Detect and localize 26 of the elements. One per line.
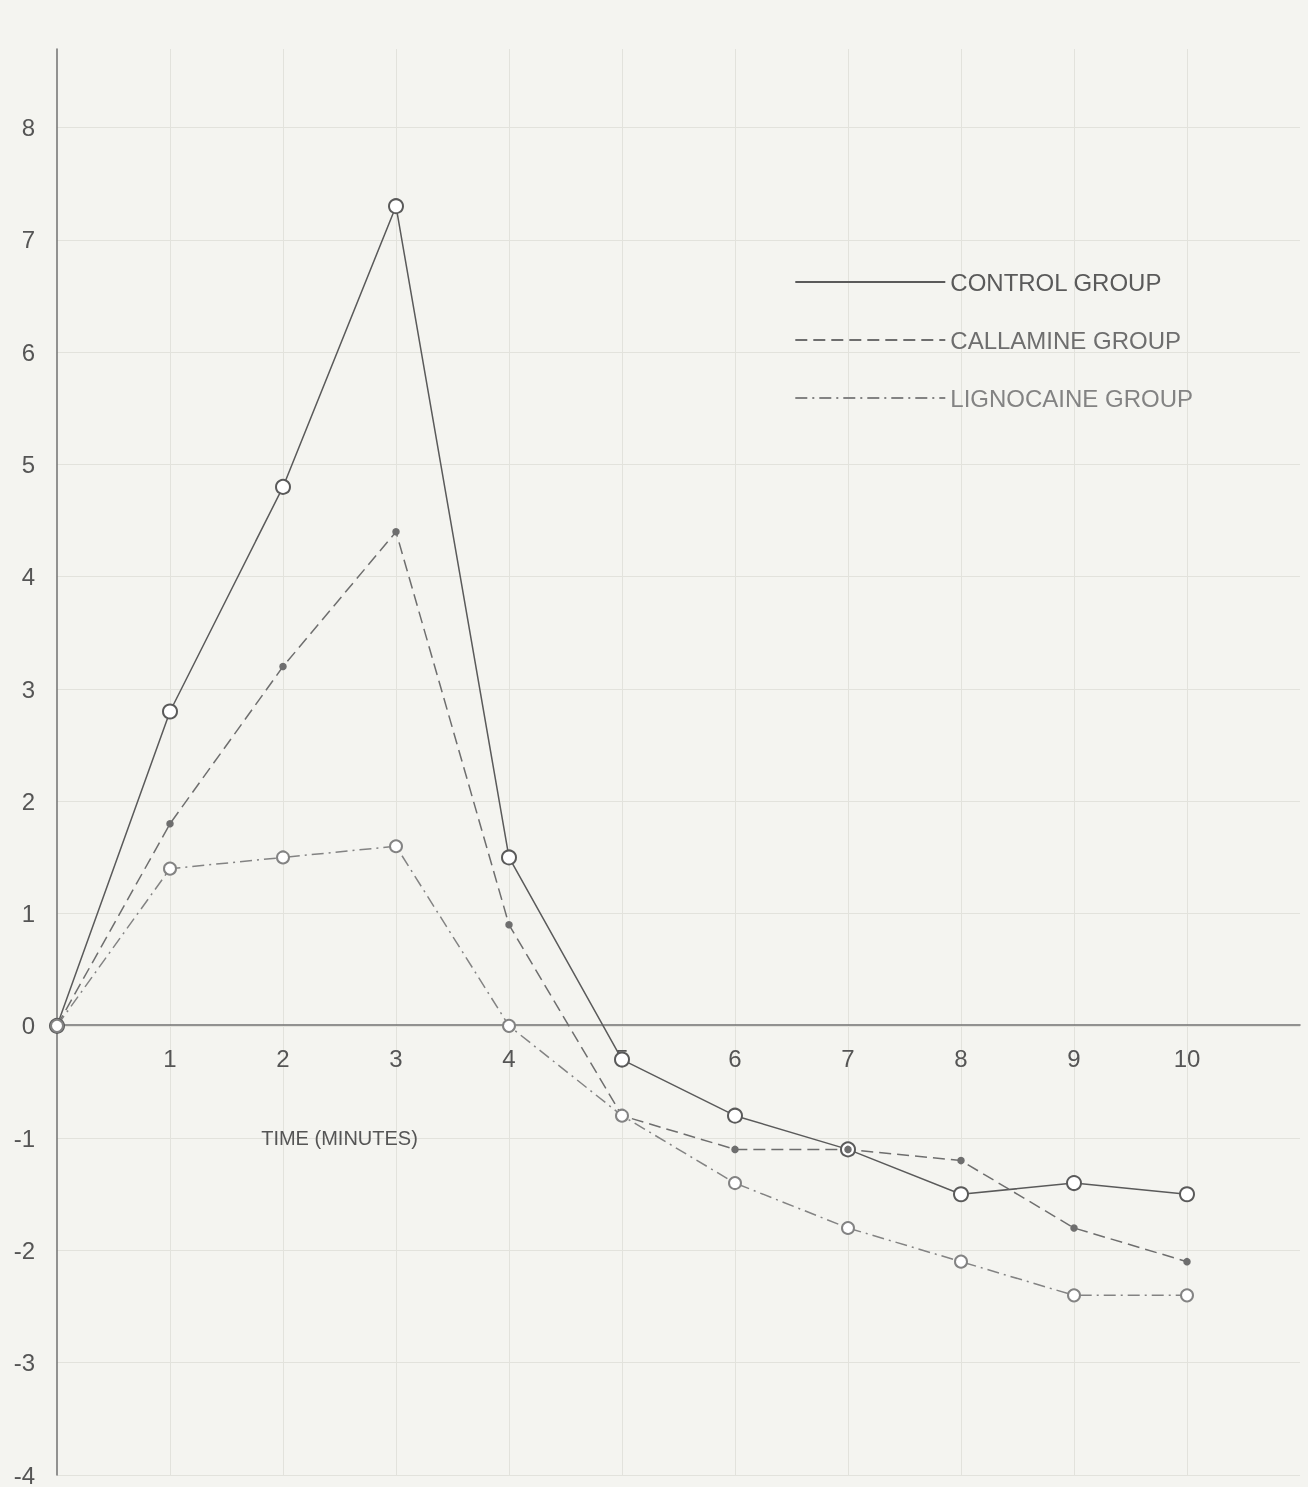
y-tick-label: 2 <box>21 787 35 815</box>
x-tick-label: 2 <box>276 1045 290 1073</box>
x-axis-title: TIME (MINUTES) <box>261 1127 418 1150</box>
y-tick-label: 7 <box>21 226 35 254</box>
x-tick-label: 10 <box>1173 1045 1201 1073</box>
text: LIGNOCAINE GROUP <box>950 384 1194 412</box>
y-tick-label: 8 <box>21 114 35 142</box>
x-tick-label: 8 <box>954 1045 968 1073</box>
x-tick-label: 3 <box>389 1045 403 1073</box>
y-tick-label: 1 <box>21 900 35 928</box>
y-tick-label: 3 <box>21 675 35 703</box>
x-tick-label: 6 <box>728 1045 742 1073</box>
y-tick-label: 4 <box>21 563 35 591</box>
text: CONTROL GROUP <box>950 268 1162 296</box>
y-tick-label: -2 <box>13 1236 35 1264</box>
y-tick-label: 5 <box>21 450 35 478</box>
y-tick-label: -4 <box>13 1461 35 1487</box>
text: CALLAMINE GROUP <box>950 326 1182 354</box>
y-tick-label: 6 <box>21 338 35 366</box>
x-tick-label: 7 <box>841 1045 855 1073</box>
x-tick-label: 1 <box>163 1045 177 1073</box>
y-tick-label: 0 <box>21 1012 35 1040</box>
y-tick-label: -3 <box>13 1349 35 1377</box>
y-tick-label: -1 <box>13 1124 35 1152</box>
x-tick-label: 9 <box>1067 1045 1081 1073</box>
x-tick-label: 4 <box>502 1045 516 1073</box>
